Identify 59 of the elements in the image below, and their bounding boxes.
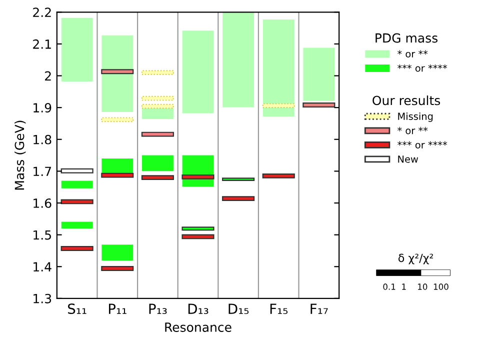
y-tick-label: 1.7 xyxy=(34,166,51,176)
bar xyxy=(60,246,94,251)
bar xyxy=(262,173,295,178)
legend-label: Missing xyxy=(398,112,433,122)
legend-label: * or ** xyxy=(398,126,428,134)
bar xyxy=(101,172,134,178)
bar xyxy=(222,196,255,202)
bar xyxy=(182,30,214,114)
bar xyxy=(60,168,94,174)
y-tick-label: 1.4 xyxy=(34,262,52,272)
bar xyxy=(141,96,174,101)
x-tick-label: D₁₅ xyxy=(228,304,249,314)
y-tick-label: 2 xyxy=(45,71,51,81)
bar xyxy=(182,174,214,180)
bar xyxy=(303,48,335,101)
bar xyxy=(182,234,214,240)
bar xyxy=(262,103,295,108)
x-tick-label: P₁₁ xyxy=(108,304,126,314)
text: PDG mass xyxy=(376,33,438,43)
bar xyxy=(141,104,174,109)
y-tick-label: 1.5 xyxy=(34,230,51,240)
x-tick-label: F₁₇ xyxy=(310,304,328,314)
bar xyxy=(302,102,336,108)
x-axis-title: Resonance xyxy=(165,322,232,332)
text: Our results xyxy=(372,96,440,106)
bar xyxy=(102,35,134,112)
bar xyxy=(101,117,134,122)
y-axis-title: Mass (GeV) xyxy=(14,120,26,190)
x-tick-label: F₁₅ xyxy=(270,304,288,314)
bar xyxy=(141,70,174,76)
x-tick-label: D₁₃ xyxy=(188,304,208,314)
legend-label: * or ** xyxy=(398,50,428,58)
bar xyxy=(141,175,174,180)
bar xyxy=(102,244,134,261)
bar xyxy=(101,69,134,74)
y-tick-label: 2.1 xyxy=(33,39,51,49)
bar xyxy=(222,12,254,108)
legend-label: *** or **** xyxy=(398,64,448,72)
text: 0.1 1 10 100 xyxy=(383,284,448,290)
y-tick-label: 2.2 xyxy=(33,8,51,17)
legend-label: New xyxy=(398,156,418,163)
bar xyxy=(61,18,93,82)
y-tick-label: 1.6 xyxy=(34,198,52,208)
bar xyxy=(101,266,134,271)
bar xyxy=(61,180,93,188)
legend-label: *** or **** xyxy=(398,141,448,149)
bar xyxy=(141,132,174,137)
y-tick-label: 1.3 xyxy=(34,294,52,304)
x-tick-label: P₁₃ xyxy=(149,304,167,314)
y-tick-label: 1.9 xyxy=(34,103,52,112)
y-tick-label: 1.8 xyxy=(34,134,52,144)
bar xyxy=(182,226,214,231)
x-tick-label: S₁₁ xyxy=(68,304,86,314)
text: δ χ²/χ² xyxy=(398,254,434,264)
bar xyxy=(262,19,294,116)
bar xyxy=(142,155,174,172)
bar xyxy=(222,178,255,181)
bar xyxy=(60,199,94,204)
bar xyxy=(61,222,93,228)
